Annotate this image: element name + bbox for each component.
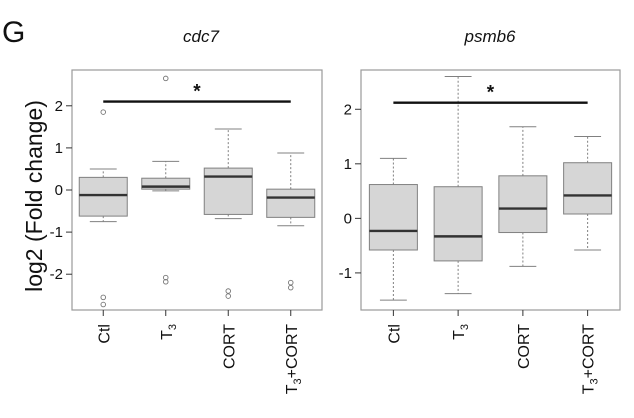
x-tick-label: CORT bbox=[516, 324, 533, 369]
box-iqr bbox=[78, 176, 128, 217]
y-tick-label: 1 bbox=[344, 156, 352, 173]
chart-psmb6: -1 0 1 2 Ctl T3 CORT T3+CORT * bbox=[339, 69, 621, 395]
y-tick-label: 0 bbox=[55, 182, 63, 199]
x-tick-label: CORT bbox=[221, 324, 238, 369]
y-tick-label: -1 bbox=[50, 224, 63, 241]
x-tick-label: T3+CORT bbox=[581, 324, 601, 395]
significance-star: * bbox=[487, 83, 495, 104]
box-iqr bbox=[433, 186, 483, 262]
box-cdc7-cort bbox=[203, 128, 253, 299]
plot-frame-psmb6 bbox=[360, 69, 621, 311]
x-tick-label: Ctl bbox=[96, 324, 113, 344]
outlier-point bbox=[100, 109, 106, 115]
box-iqr bbox=[498, 175, 548, 234]
box-psmb6-t3 bbox=[433, 76, 483, 295]
y-tick-label: 2 bbox=[55, 98, 63, 115]
y-tick-label: 2 bbox=[344, 101, 352, 118]
box-iqr bbox=[266, 188, 316, 218]
box-cdc7-ctl bbox=[78, 109, 128, 308]
x-tick-label: T3+CORT bbox=[284, 324, 304, 395]
box-cdc7-t3 bbox=[141, 75, 191, 285]
x-tick-label: T3 bbox=[451, 324, 471, 340]
outlier-point bbox=[100, 301, 106, 308]
outlier-point bbox=[288, 284, 294, 291]
box-iqr bbox=[141, 177, 191, 190]
box-iqr bbox=[368, 184, 418, 251]
outlier-point bbox=[162, 279, 169, 285]
y-tick-label: 1 bbox=[55, 140, 63, 157]
panel-letter: G bbox=[2, 16, 25, 49]
box-psmb6-cort bbox=[498, 126, 548, 267]
box-psmb6-ctl bbox=[368, 157, 418, 301]
outlier-point bbox=[225, 288, 231, 294]
box-iqr bbox=[203, 167, 253, 215]
x-tick-label: Ctl bbox=[386, 324, 403, 344]
y-tick-label: -1 bbox=[339, 265, 352, 282]
y-axis-label: log2 (Fold change) bbox=[21, 100, 47, 292]
outlier-point bbox=[100, 294, 106, 301]
box-iqr bbox=[563, 162, 613, 215]
outlier-point bbox=[225, 293, 231, 299]
outlier-point bbox=[162, 75, 169, 82]
significance-star: * bbox=[193, 82, 201, 103]
box-psmb6-t3-cort bbox=[563, 136, 613, 251]
chart-cdc7: -2 -1 0 1 2 Ctl T3 CORT T3+CORT * bbox=[50, 69, 323, 395]
box-cdc7-t3-cort bbox=[266, 152, 316, 291]
x-tick-label: T3 bbox=[159, 324, 179, 340]
chart-title-cdc7: cdc7 bbox=[183, 27, 219, 46]
outlier-point bbox=[288, 279, 294, 286]
y-tick-label: -2 bbox=[50, 266, 63, 283]
chart-title-psmb6: psmb6 bbox=[463, 27, 516, 46]
y-tick-label: 0 bbox=[344, 210, 352, 227]
